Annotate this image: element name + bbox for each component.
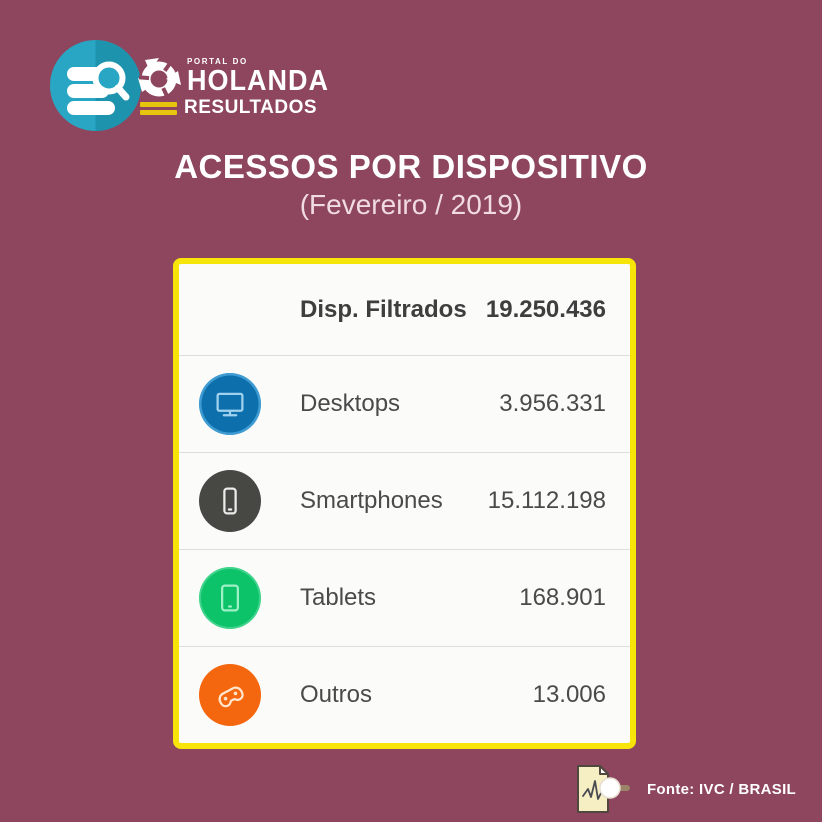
row-label: Smartphones (300, 487, 443, 514)
document-search-icon (576, 765, 630, 813)
row-value: 3.956.331 (499, 390, 606, 417)
header-label: Disp. Filtrados (300, 295, 467, 323)
brand-text: PORTAL DO HOLANDA (187, 57, 329, 97)
gamepad-icon (199, 664, 261, 726)
row-value: 15.112.198 (487, 487, 606, 514)
row-value: 13.006 (532, 681, 606, 708)
device-access-table: Disp. Filtrados 19.250.436 Desktops 3.95… (173, 258, 636, 749)
holanda-logo-mark (138, 58, 181, 98)
row-label: Desktops (300, 390, 401, 417)
brand-yellow-bars-icon (140, 101, 177, 115)
row-value: 168.901 (519, 584, 606, 611)
table-row: Desktops 3.956.331 (179, 356, 630, 453)
page-title: ACESSOS POR DISPOSITIVO (174, 148, 648, 185)
page-subtitle: (Fevereiro / 2019) (299, 189, 523, 220)
table-row: Tablets 168.901 (179, 550, 630, 647)
table-row: Smartphones 15.112.198 (179, 453, 630, 550)
row-label: Tablets (300, 584, 377, 611)
header-value: 19.250.436 (485, 295, 606, 323)
row-label: Outros (300, 681, 373, 708)
table-row: Outros 13.006 (179, 647, 630, 743)
source-label: Fonte: IVC / BRASIL (646, 780, 796, 798)
source-note: Fonte: IVC / BRASIL (568, 763, 796, 815)
tablet-icon (199, 567, 261, 629)
brand-resultados: RESULTADOS (184, 97, 318, 118)
table-header-row: Disp. Filtrados 19.250.436 (179, 264, 630, 356)
portal-search-stack-icon (50, 40, 141, 131)
brand-subrow: RESULTADOS (140, 97, 317, 119)
brand-portal-do: PORTAL DO (187, 57, 248, 66)
brand-holanda: HOLANDA (187, 64, 329, 97)
smartphone-icon (199, 470, 261, 532)
desktop-icon (199, 373, 261, 435)
